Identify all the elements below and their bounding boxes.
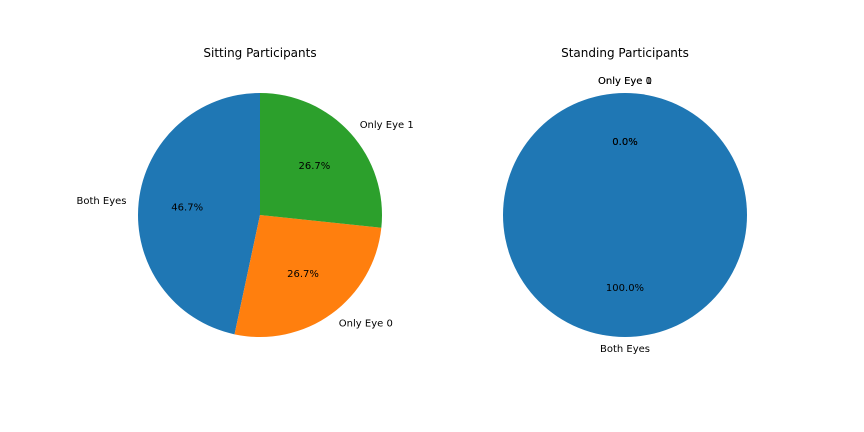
chart-title: Standing Participants bbox=[561, 46, 689, 60]
slice-label-only-eye-0: Only Eye 0 bbox=[598, 76, 652, 87]
pie-slice-only-eye-0 bbox=[234, 215, 382, 337]
chart-title: Sitting Participants bbox=[203, 46, 316, 60]
slice-label-only-eye-1: Only Eye 1 bbox=[598, 76, 652, 87]
slice-label-only-eye-0: Only Eye 0 bbox=[339, 319, 393, 330]
slice-label-only-eye-1: Only Eye 1 bbox=[360, 120, 414, 131]
pct-label-only-eye-0: 26.7% bbox=[287, 269, 319, 280]
pie-slice-both-eyes bbox=[503, 93, 747, 337]
pie-slice-both-eyes bbox=[138, 93, 260, 335]
pct-label-only-eye-1: 26.7% bbox=[299, 161, 331, 172]
slice-label-both-eyes: Both Eyes bbox=[76, 196, 126, 207]
pie-slice-only-eye-1 bbox=[260, 93, 382, 228]
slice-label-both-eyes: Both Eyes bbox=[600, 344, 650, 355]
standing-pie-chart: Standing Participants Both Eyes 100.0% Onl… bbox=[503, 46, 747, 355]
pct-label-both-eyes: 46.7% bbox=[171, 202, 203, 213]
pct-label-only-eye-1: 0.0% bbox=[612, 137, 637, 148]
sitting-pie-chart: Sitting Participants Both Eyes 46.7% Only … bbox=[76, 46, 414, 337]
pct-label-only-eye-0: 0.0% bbox=[612, 137, 637, 148]
pct-label-both-eyes: 100.0% bbox=[606, 283, 644, 294]
